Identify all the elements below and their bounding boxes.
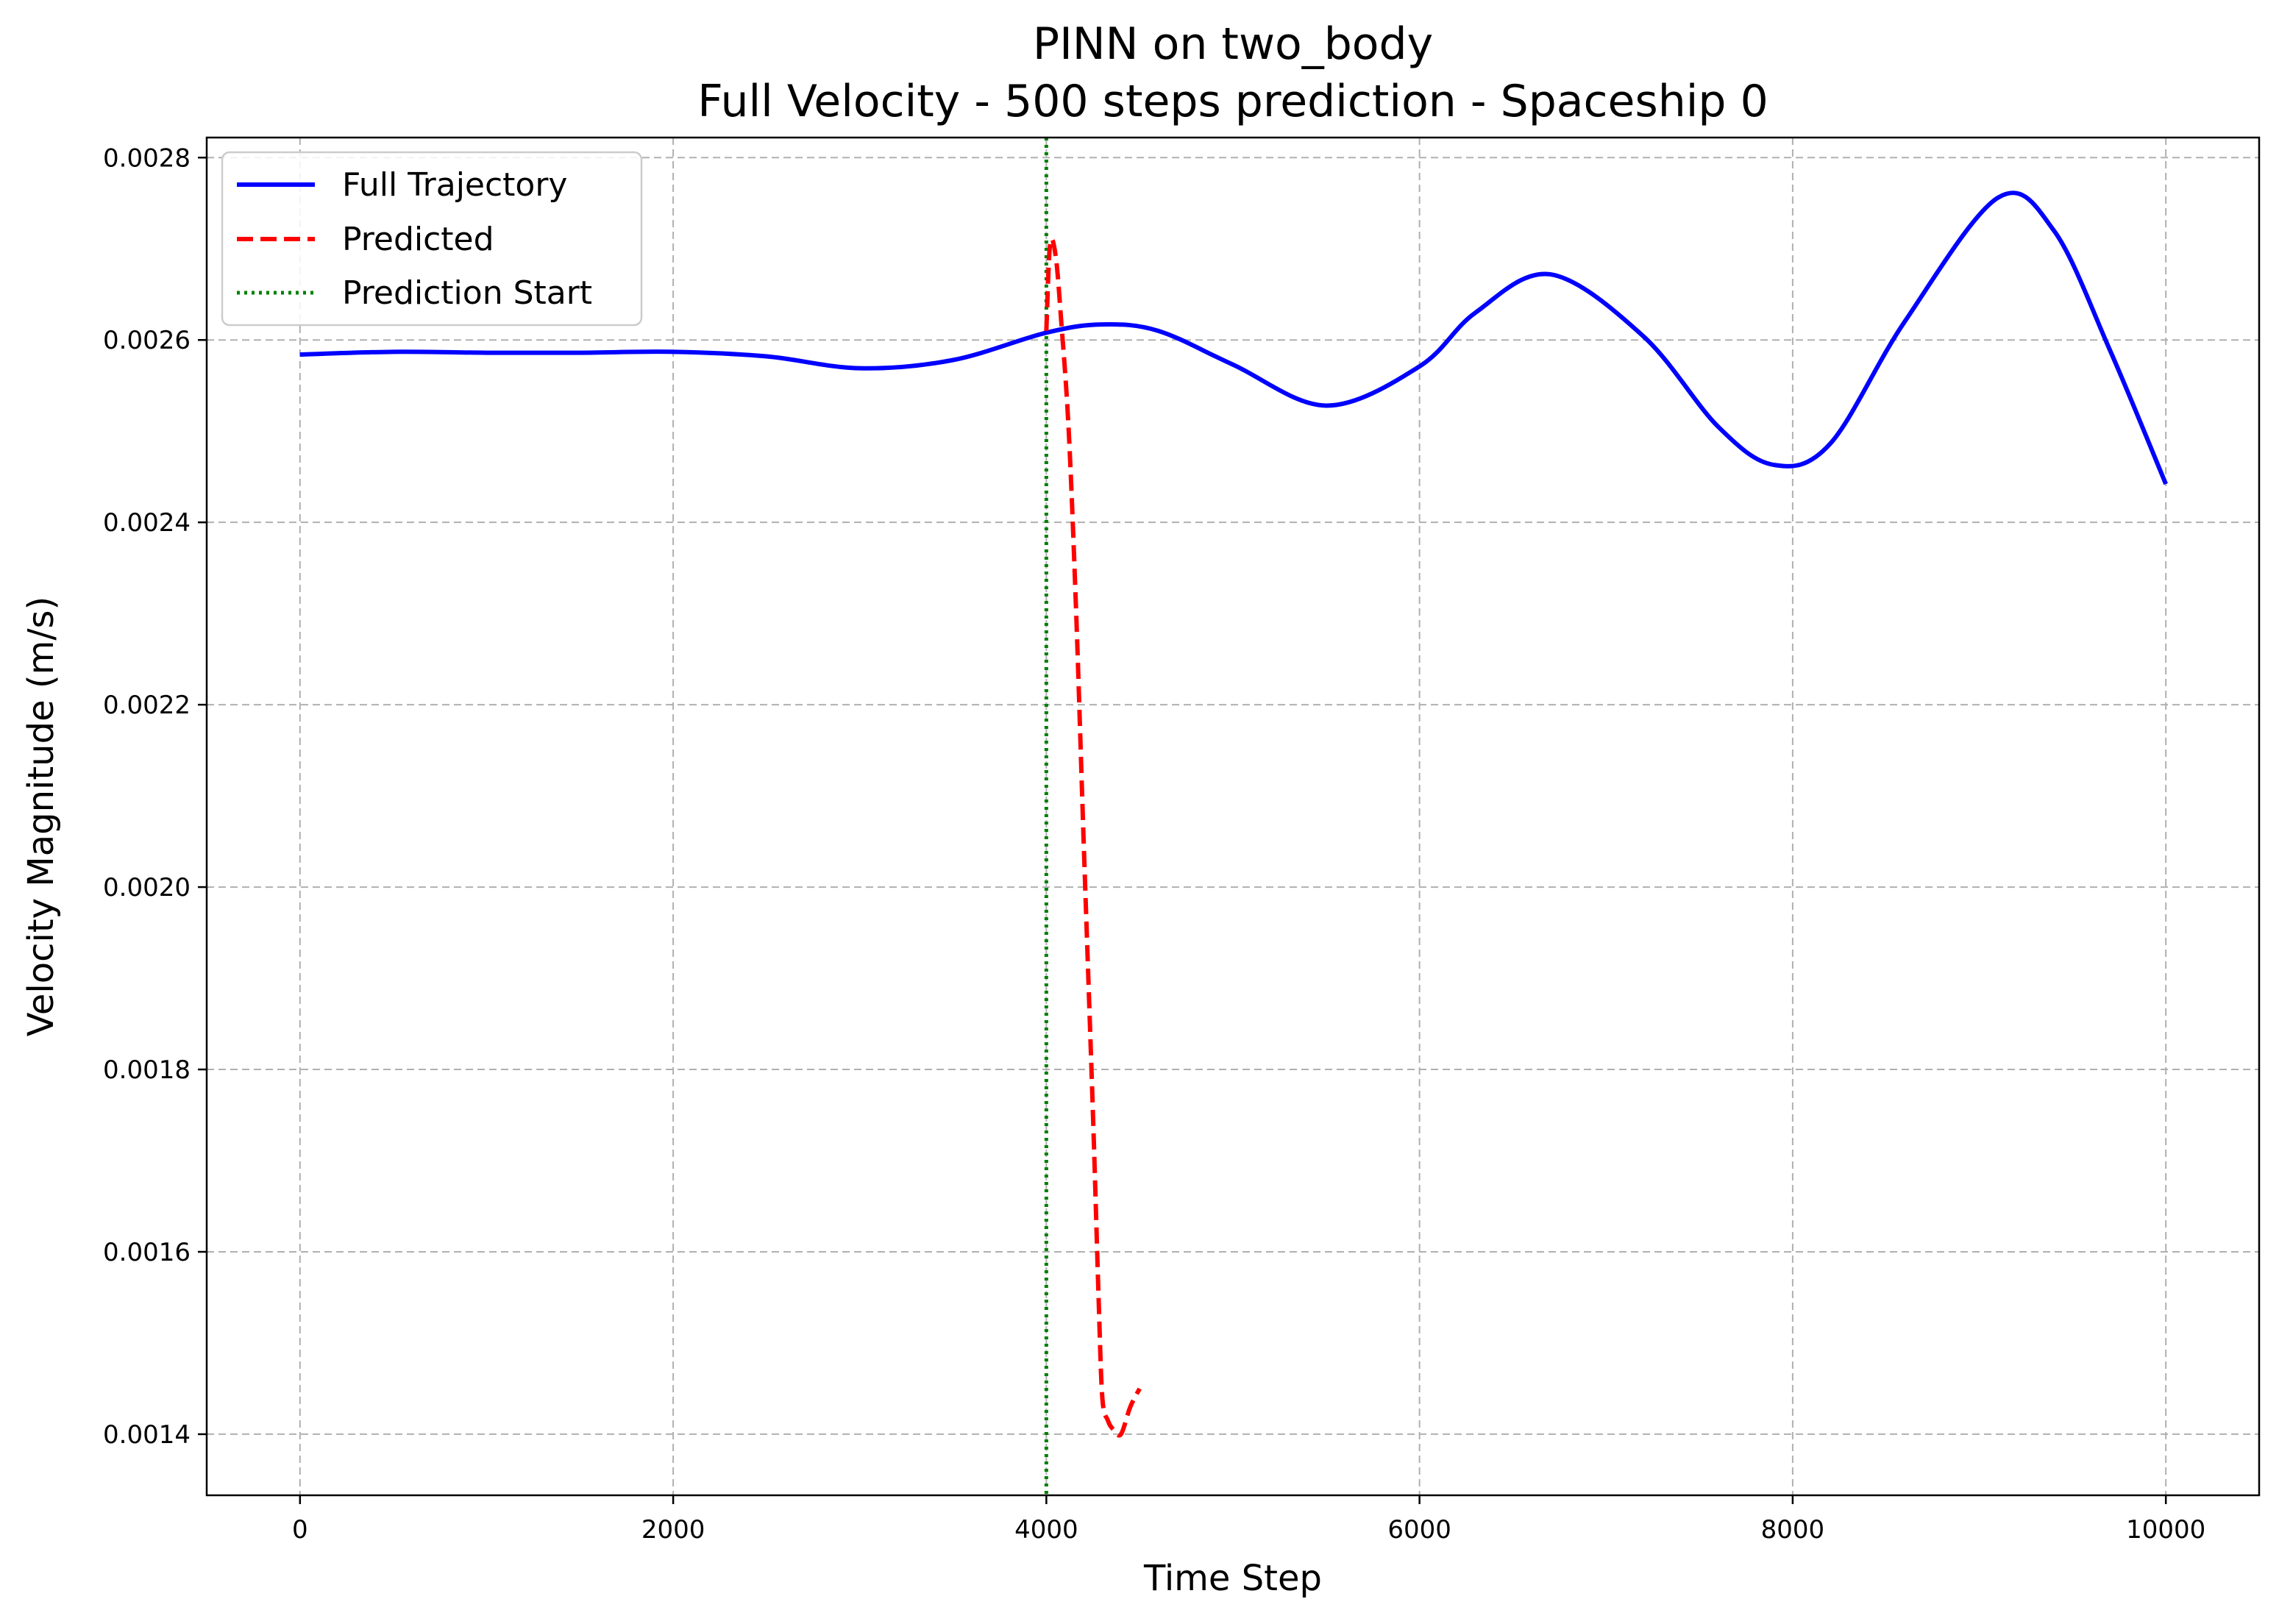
x-axis-label: Time Step [1143, 1558, 1322, 1599]
y-tick-label: 0.0018 [103, 1055, 191, 1085]
chart-title: PINN on two_body [1033, 18, 1433, 70]
legend: Full Trajectory Predicted Prediction Sta… [221, 151, 643, 327]
y-tick-label: 0.0016 [103, 1238, 191, 1267]
tick-layer: 0 2000 4000 6000 8000 10000 0.0014 0.0016 0.0018… [103, 143, 2205, 1545]
y-tick-label: 0.0020 [103, 873, 191, 902]
x-tick-label: 10000 [2126, 1515, 2205, 1545]
legend-label-predicted: Predicted [342, 221, 494, 258]
x-tick-label: 8000 [1761, 1515, 1825, 1545]
plot-frame [205, 136, 2261, 1497]
y-tick-label: 0.0028 [103, 143, 191, 173]
y-tick-label: 0.0024 [103, 508, 191, 538]
y-tick-label: 0.0022 [103, 691, 191, 720]
series-layer [299, 138, 2168, 1495]
x-tick-label: 4000 [1014, 1515, 1078, 1545]
y-tick-label: 0.0026 [103, 326, 191, 355]
series-line-full-trajectory [299, 190, 2168, 485]
x-tick-label: 6000 [1387, 1515, 1451, 1545]
y-axis-label: Velocity Magnitude (m/s) [21, 596, 62, 1037]
y-tick-label: 0.0014 [103, 1420, 191, 1450]
series-line-predicted [1044, 236, 1142, 1438]
x-tick-label: 0 [292, 1515, 308, 1545]
chart-subtitle: Full Velocity - 500 steps prediction - S… [697, 76, 1768, 127]
legend-box [221, 151, 643, 327]
legend-label-prediction-start: Prediction Start [342, 274, 592, 312]
legend-label-full-trajectory: Full Trajectory [342, 166, 567, 204]
x-tick-label: 2000 [641, 1515, 705, 1545]
